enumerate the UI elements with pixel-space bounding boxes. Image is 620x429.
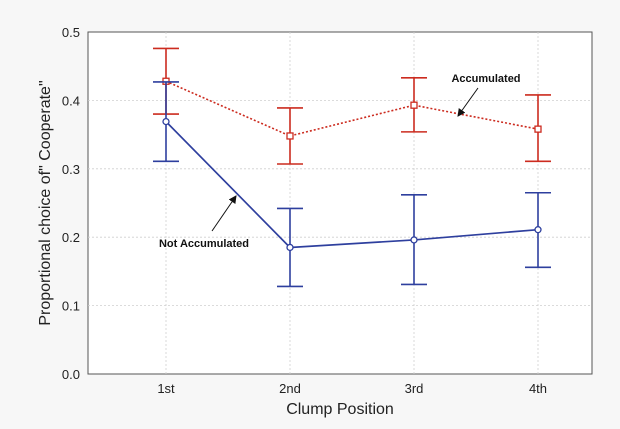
x-tick-label: 4th (529, 381, 547, 396)
data-point-not-accumulated (286, 243, 294, 252)
y-axis-title: Proportional choice of" Cooperate" (37, 80, 54, 325)
data-point-accumulated (410, 101, 418, 109)
x-tick-label: 1st (157, 381, 175, 396)
annotation-not-accumulated-label: Not Accumulated (159, 238, 249, 250)
x-axis-title: Clump Position (286, 401, 394, 418)
data-point-not-accumulated (410, 236, 418, 244)
x-axis: 1st 2nd 3rd 4th (157, 381, 547, 396)
annotation-not-accumulated-arrow (211, 195, 237, 232)
plot-area (87, 31, 593, 375)
data-point-not-accumulated (534, 226, 542, 234)
annotation-accumulated-arrow (457, 87, 479, 117)
y-tick-label: 0.3 (62, 162, 80, 177)
y-tick-label: 0.5 (62, 25, 80, 40)
x-tick-label: 3rd (405, 381, 424, 396)
data-point-accumulated (286, 132, 294, 140)
annotation-accumulated-label: Accumulated (451, 73, 520, 85)
series-not-accumulated (153, 81, 551, 288)
series-layer (153, 47, 551, 288)
data-point-accumulated (534, 125, 542, 133)
x-tick-label: 2nd (279, 381, 301, 396)
series-line-not-accumulated (165, 121, 539, 249)
data-point-not-accumulated (162, 117, 170, 126)
y-tick-label: 0.2 (62, 230, 80, 245)
y-tick-label: 0.0 (62, 367, 80, 382)
y-tick-label: 0.1 (62, 299, 80, 314)
y-tick-label: 0.4 (62, 93, 80, 108)
annotations: Accumulated Not Accumulated (159, 73, 521, 250)
y-axis: 0.0 0.1 0.2 0.3 0.4 0.5 (62, 25, 80, 382)
